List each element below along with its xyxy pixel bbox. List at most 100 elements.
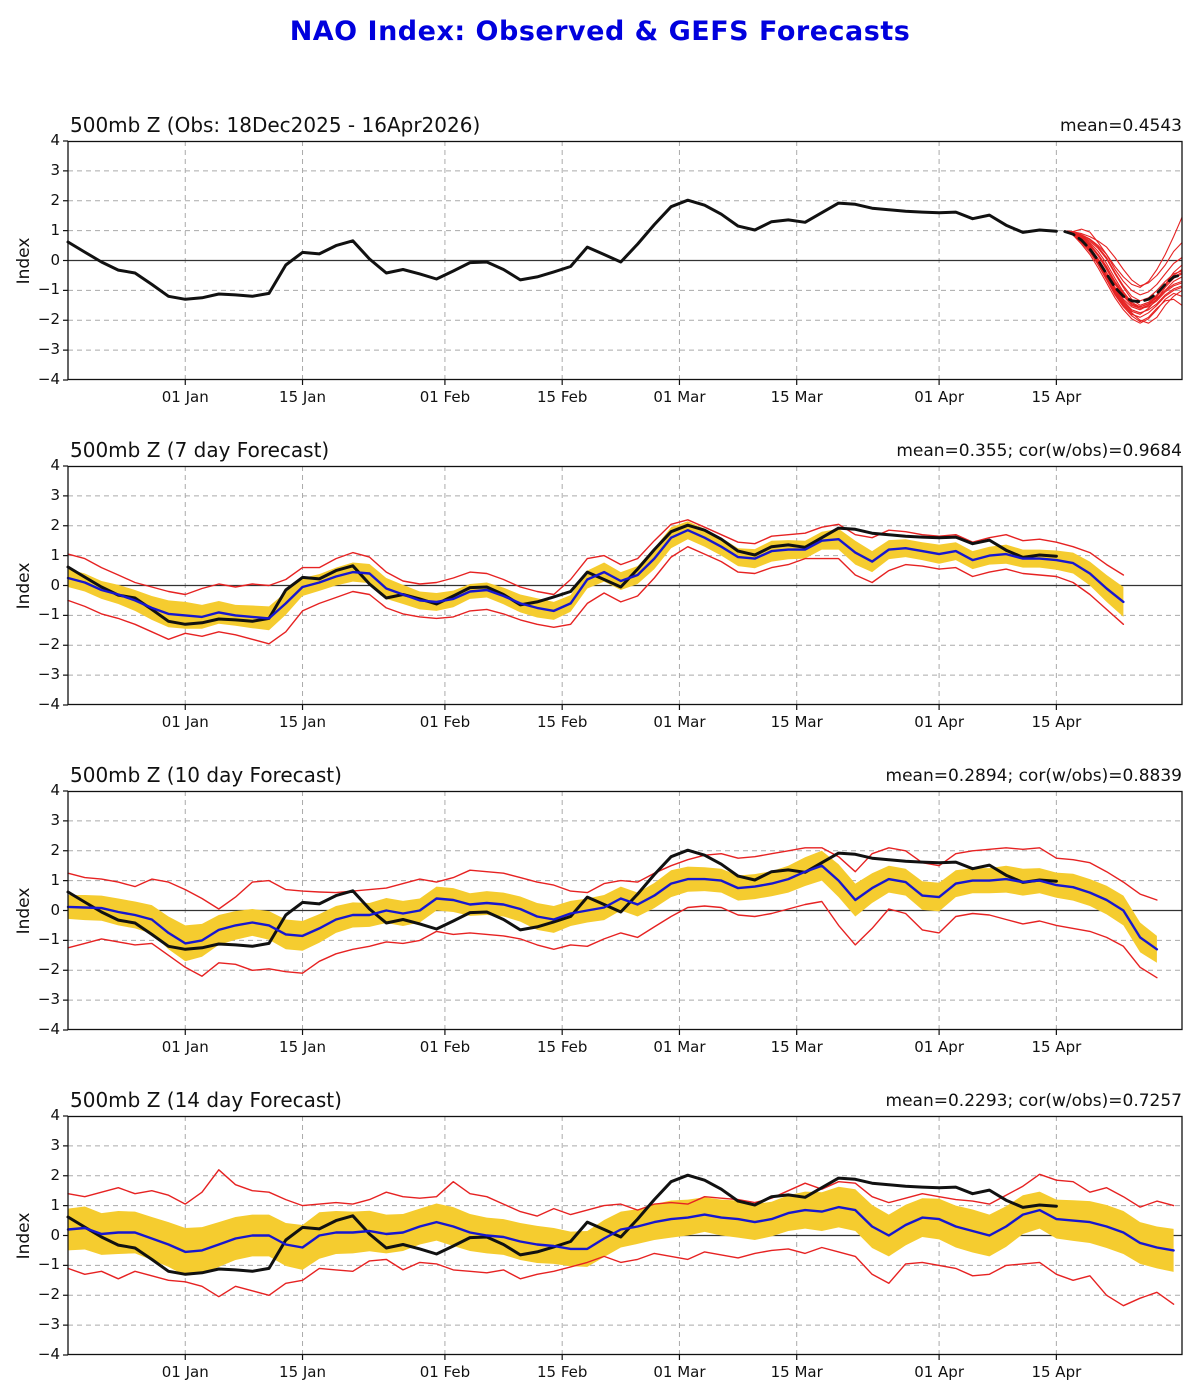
ensemble-mean-dashed (1063, 230, 1184, 304)
y-tick-label: 1 (50, 545, 60, 564)
x-tick-label: 01 Mar (653, 1038, 706, 1056)
y-tick-label: 4 (50, 131, 60, 149)
plot-area-observed (63, 140, 1184, 385)
y-tick-label: −4 (37, 1345, 60, 1363)
x-tick-label: 01 Jan (161, 713, 209, 731)
x-tick-label: 15 Apr (1031, 1038, 1082, 1056)
y-tick-label: −1 (37, 930, 60, 949)
x-tick-label: 15 Jan (279, 713, 327, 731)
panel-header: 500mb Z (7 day Forecast) mean=0.355; cor… (68, 436, 1182, 464)
y-tick-label: 1 (50, 220, 60, 239)
y-tick-label: −4 (37, 1020, 60, 1038)
y-tick-label: −4 (37, 370, 60, 388)
x-tick-label: 15 Feb (536, 713, 588, 731)
panel-header: 500mb Z (Obs: 18Dec2025 - 16Apr2026) mea… (68, 111, 1182, 139)
x-tick-label: 01 Feb (419, 1038, 471, 1056)
y-tick-label: 4 (50, 781, 60, 799)
x-tick-label: 15 Feb (536, 1363, 588, 1381)
y-tick-label: 4 (50, 1106, 60, 1124)
y-tick-label: −2 (37, 310, 60, 329)
observed-line (66, 1173, 1058, 1276)
x-tick-label: 01 Apr (914, 388, 964, 406)
observed-line (66, 848, 1058, 951)
panel-annotation: mean=0.4543 (1060, 116, 1182, 136)
y-tick-label: 2 (50, 190, 60, 209)
ensemble-member-line (1064, 216, 1183, 288)
forecast-mean-line (66, 528, 1125, 620)
x-tick-label: 15 Mar (770, 1363, 823, 1381)
plot-border (67, 465, 1183, 706)
x-tick-label: 15 Mar (770, 1038, 823, 1056)
ensemble-max-line (67, 519, 1125, 596)
x-tick-label: 15 Mar (770, 388, 823, 406)
x-tick-label: 15 Jan (279, 1038, 327, 1056)
forecast-mean-line (66, 1205, 1175, 1254)
x-tick-label: 01 Feb (419, 713, 471, 731)
y-tick-label: −1 (37, 280, 60, 299)
x-tick-label: 01 Jan (161, 388, 209, 406)
x-tick-label: 15 Jan (279, 1363, 327, 1381)
y-tick-label: −2 (37, 1285, 60, 1304)
x-tick-label: 01 Apr (914, 713, 964, 731)
x-tick-label: 01 Apr (914, 1038, 964, 1056)
x-tick-label: 15 Mar (770, 713, 823, 731)
x-tick-label: 15 Feb (536, 388, 588, 406)
ensemble-min-line (67, 545, 1125, 645)
y-tick-label: 2 (50, 1165, 60, 1184)
y-tick-label: 2 (50, 840, 60, 859)
plot-border (67, 790, 1183, 1031)
ensemble-member-line (1064, 228, 1183, 296)
y-tick-label: −1 (37, 605, 60, 624)
panel-title: 500mb Z (10 day Forecast) (70, 763, 342, 787)
x-tick-label: 01 Feb (419, 388, 471, 406)
y-tick-label: 3 (50, 1135, 60, 1154)
plot-area-10day (63, 790, 1183, 1035)
y-tick-label: −1 (37, 1255, 60, 1274)
x-tick-label: 01 Mar (653, 713, 706, 731)
observed-line (66, 523, 1058, 626)
y-tick-label: −2 (37, 960, 60, 979)
x-tick-label: 15 Apr (1031, 388, 1082, 406)
y-tick-label: −3 (37, 665, 60, 684)
ensemble-min-line (67, 900, 1158, 979)
y-tick-label: 3 (50, 160, 60, 179)
plot-area-7day (63, 465, 1183, 710)
x-tick-label: 01 Apr (914, 1363, 964, 1381)
x-tick-label: 01 Jan (161, 1363, 209, 1381)
y-tick-label: −4 (37, 695, 60, 713)
y-tick-label: 4 (50, 456, 60, 474)
panel-header: 500mb Z (14 day Forecast) mean=0.2293; c… (68, 1086, 1182, 1114)
x-tick-label: 01 Jan (161, 1038, 209, 1056)
y-tick-label: 0 (50, 575, 60, 594)
panel-title: 500mb Z (14 day Forecast) (70, 1088, 342, 1112)
y-tick-label: 0 (50, 1225, 60, 1244)
y-tick-label: 3 (50, 485, 60, 504)
observed-line (66, 198, 1058, 301)
ensemble-member-line (1064, 230, 1183, 323)
panel-annotation: mean=0.2894; cor(w/obs)=0.8839 (885, 766, 1182, 786)
y-tick-label: −2 (37, 635, 60, 654)
y-tick-label: 0 (50, 900, 60, 919)
panel-header: 500mb Z (10 day Forecast) mean=0.2894; c… (68, 761, 1182, 789)
y-tick-label: 2 (50, 515, 60, 534)
x-tick-label: 15 Apr (1031, 713, 1082, 731)
plot-border (67, 140, 1183, 381)
ensemble-spread-band (68, 1186, 1174, 1276)
ensemble-max-line (67, 847, 1158, 910)
y-tick-label: 1 (50, 870, 60, 889)
ensemble-member-line (1064, 230, 1183, 287)
x-tick-label: 01 Feb (419, 1363, 471, 1381)
x-tick-label: 15 Feb (536, 1038, 588, 1056)
x-tick-label: 15 Jan (279, 388, 327, 406)
x-tick-label: 01 Mar (653, 388, 706, 406)
panel-title: 500mb Z (Obs: 18Dec2025 - 16Apr2026) (70, 113, 481, 137)
ensemble-min-line (67, 1246, 1175, 1307)
x-tick-label: 01 Mar (653, 1363, 706, 1381)
y-tick-label: 0 (50, 250, 60, 269)
y-tick-label: −3 (37, 990, 60, 1009)
plot-area-14day (63, 1115, 1183, 1360)
x-tick-label: 15 Apr (1031, 1363, 1082, 1381)
forecast-mean-line (66, 864, 1159, 951)
y-tick-label: 3 (50, 810, 60, 829)
y-tick-label: 1 (50, 1195, 60, 1214)
